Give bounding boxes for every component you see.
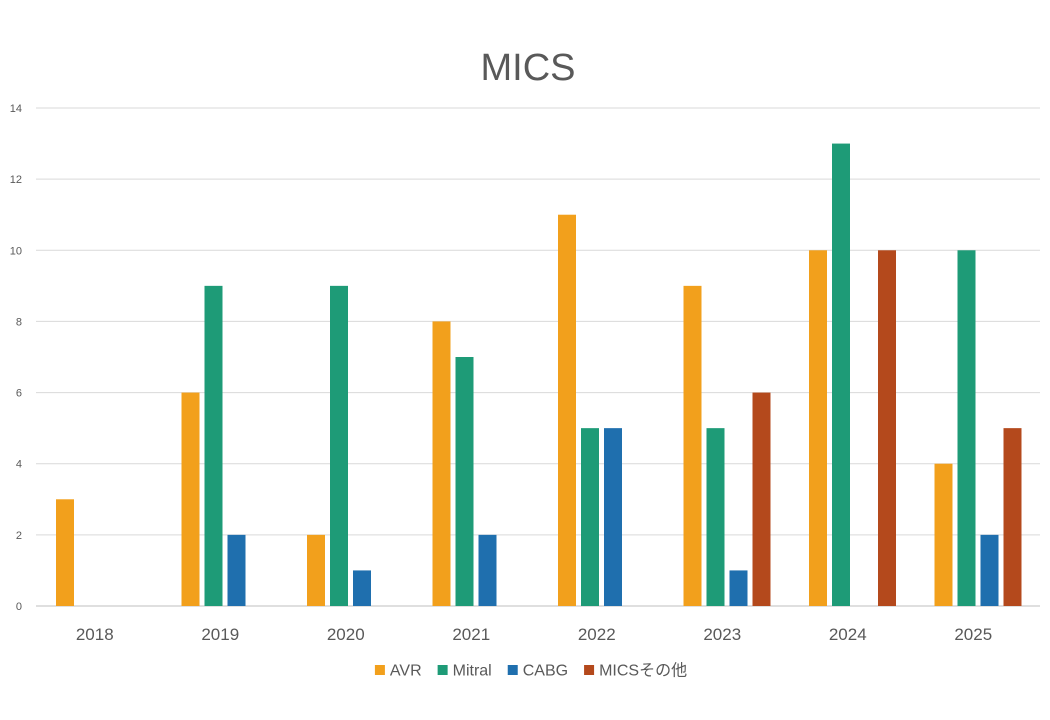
- y-tick-label: 10: [10, 245, 22, 257]
- legend-label: MICSその他: [599, 662, 687, 680]
- bar-Mitral-2024: [832, 143, 850, 607]
- bar-AVR-2025: [934, 463, 953, 606]
- legend-label: AVR: [390, 663, 422, 680]
- x-tick-label: 2020: [327, 625, 365, 644]
- y-tick-label: 8: [16, 316, 22, 328]
- x-tick-label: 2018: [76, 625, 114, 644]
- y-tick-label: 12: [10, 174, 22, 186]
- bar-AVR-2019: [181, 392, 200, 606]
- bar-Mitral-2020: [330, 285, 348, 606]
- bars: [56, 143, 1022, 607]
- x-tick-label: 2019: [201, 625, 239, 644]
- x-tick-label: 2023: [703, 625, 741, 644]
- legend-swatch-Mitral: [437, 665, 448, 675]
- bar-AVR-2022: [558, 214, 576, 606]
- y-tick-label: 2: [16, 530, 22, 542]
- bar-Mitral-2025: [957, 250, 976, 607]
- bar-CABG-2021: [478, 534, 497, 606]
- x-axis-ticks: 2018 2019 2020 2021 2022 2023 2024 2025: [76, 625, 992, 644]
- bar-AVR-2021: [432, 321, 451, 606]
- y-tick-label: 0: [16, 601, 22, 613]
- bar-CABG-2022: [604, 428, 622, 606]
- legend-swatch-AVR: [374, 665, 385, 675]
- legend: AVR Mitral CABG MICSその他: [374, 662, 687, 680]
- bar-AVR-2020: [307, 534, 325, 606]
- bar-Mitral-2023: [706, 428, 725, 606]
- bar-Mitral-2021: [455, 357, 474, 606]
- x-tick-label: 2022: [578, 625, 616, 644]
- bar-AVR-2018: [56, 499, 74, 606]
- y-tick-label: 6: [16, 388, 22, 400]
- bar-Mitral-2019: [204, 285, 223, 606]
- y-tick-label: 4: [16, 459, 22, 471]
- bar-MICSその他-2024: [878, 250, 896, 607]
- x-tick-label: 2021: [452, 625, 490, 644]
- chart-title: MICS: [481, 47, 576, 89]
- bar-MICSその他-2025: [1003, 428, 1022, 606]
- x-tick-label: 2024: [829, 625, 867, 644]
- bar-CABG-2023: [729, 570, 748, 606]
- bar-CABG-2020: [353, 570, 371, 606]
- bar-CABG-2025: [980, 534, 999, 606]
- y-axis-ticks: 0 2 4 6 8 10 12 14: [10, 103, 22, 613]
- y-tick-label: 14: [10, 103, 22, 115]
- bar-CABG-2019: [227, 534, 246, 606]
- legend-swatch-MICSその他: [584, 665, 595, 675]
- gridlines: [36, 107, 1040, 607]
- legend-label: CABG: [523, 663, 568, 680]
- bar-AVR-2023: [683, 285, 702, 606]
- legend-swatch-CABG: [507, 665, 518, 675]
- bar-MICSその他-2023: [752, 392, 771, 606]
- x-tick-label: 2025: [954, 625, 992, 644]
- bar-AVR-2024: [809, 250, 827, 607]
- bar-Mitral-2022: [581, 428, 599, 606]
- legend-label: Mitral: [453, 663, 492, 680]
